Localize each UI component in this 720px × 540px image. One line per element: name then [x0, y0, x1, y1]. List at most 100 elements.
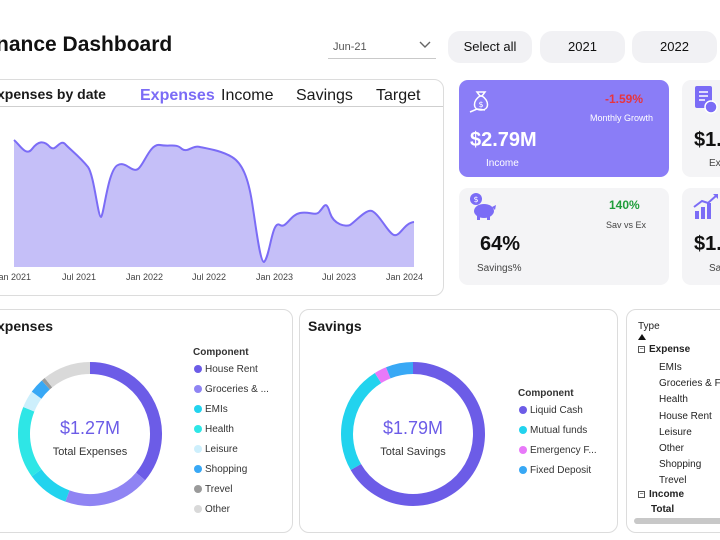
- income-value: $2.79M: [470, 129, 537, 151]
- tab-income[interactable]: Income: [221, 87, 274, 104]
- legend-item[interactable]: Emergency F...: [519, 445, 597, 465]
- svg-text:$: $: [478, 100, 483, 109]
- tree-row[interactable]: Trevel: [659, 475, 687, 487]
- donut-segment: [65, 472, 146, 506]
- expense-items: EMIs Groceries & F Health House Rent Lei…: [659, 360, 720, 490]
- donut-segment: [44, 362, 91, 388]
- donut-segment: [18, 407, 42, 477]
- legend-item[interactable]: Other: [194, 504, 269, 524]
- legend-item[interactable]: Leisure: [194, 444, 269, 464]
- select-all-button[interactable]: Select all: [448, 31, 532, 63]
- expenses-area-chart: [13, 139, 415, 267]
- tab-target[interactable]: Target: [376, 87, 421, 104]
- legend-item[interactable]: Shopping: [194, 464, 269, 484]
- date-select-value: Jun-21: [333, 41, 367, 53]
- savings-pct-value: 64%: [480, 233, 521, 255]
- tab-expenses[interactable]: Expenses: [140, 87, 215, 104]
- expenses-legend: House Rent Groceries & ... EMIs Health L…: [194, 364, 269, 524]
- donut-segment: [89, 362, 162, 481]
- collapse-icon[interactable]: −: [638, 491, 645, 498]
- year-2022-label: 2022: [660, 39, 689, 54]
- donut-segment: [386, 362, 414, 379]
- expenses-donut-card: [0, 309, 293, 533]
- x-tick: Jan 2022: [126, 272, 164, 282]
- savings-pct-delta-label: Sav vs Ex: [606, 220, 647, 230]
- tree-row[interactable]: EMIs: [659, 362, 682, 373]
- x-tick: Jul 2023: [322, 272, 357, 282]
- tree-row[interactable]: House Rent: [659, 410, 712, 422]
- legend-item[interactable]: Groceries & ...: [194, 384, 269, 404]
- savings-legend: Liquid Cash Mutual funds Emergency F... …: [519, 405, 597, 485]
- legend-item[interactable]: Trevel: [194, 484, 269, 504]
- svg-text:$: $: [473, 195, 478, 204]
- matrix-header: Type: [638, 321, 660, 332]
- x-tick: Jan 2021: [0, 272, 32, 282]
- expenses-by-date-title: xpenses by date: [0, 86, 106, 102]
- donut-segment: [31, 380, 50, 399]
- savings-kpi-card: $1. Sa: [682, 188, 720, 285]
- year-2022-button[interactable]: 2022: [632, 31, 717, 63]
- savings-donut-label: Total Savings: [380, 446, 446, 458]
- x-tick: Jan 2024: [386, 272, 424, 282]
- savings-kpi-label: Sa: [709, 263, 720, 274]
- collapse-icon[interactable]: −: [638, 346, 645, 353]
- money-bag-icon: $: [469, 91, 489, 113]
- savings-kpi-value: $1.: [694, 233, 720, 255]
- year-2021-label: 2021: [568, 39, 597, 54]
- income-delta-label: Monthly Growth: [590, 113, 654, 123]
- expenses-area: [14, 140, 414, 267]
- tree-row[interactable]: Groceries & F: [659, 378, 720, 390]
- invoice-icon: [695, 86, 718, 114]
- x-tick: Jan 2023: [256, 272, 294, 282]
- expense-kpi-card: $1. Ex: [682, 80, 720, 177]
- tab-savings[interactable]: Savings: [296, 87, 353, 104]
- expenses-line: [13, 139, 415, 264]
- income-group-row[interactable]: − Income: [638, 489, 685, 500]
- expenses-donut-chart: [18, 362, 162, 506]
- select-all-label: Select all: [463, 39, 517, 54]
- date-select[interactable]: Jun-21: [328, 35, 436, 59]
- x-tick: Jul 2022: [192, 272, 227, 282]
- legend-item[interactable]: House Rent: [194, 364, 269, 384]
- savings-donut-title: Savings: [308, 318, 362, 334]
- x-tick: Jul 2021: [62, 272, 97, 282]
- savings-donut-total: $1.79M: [382, 418, 444, 438]
- savings-pct-kpi-card: $ 140% Sav vs Ex 64% Savings%: [459, 188, 669, 285]
- tree-row[interactable]: Shopping: [659, 459, 702, 471]
- expense-kpi-label: Ex: [709, 158, 720, 169]
- expenses-donut-total: $1.27M: [59, 418, 121, 438]
- savings-pct-label: Savings%: [477, 263, 522, 274]
- donut-segment: [374, 367, 391, 384]
- expense-kpi-value: $1.: [694, 129, 720, 151]
- tree-row[interactable]: Leisure: [659, 426, 692, 438]
- tree-row[interactable]: Health: [659, 394, 688, 406]
- donut-segment: [41, 378, 53, 390]
- income-label: Income: [486, 158, 519, 169]
- expense-group-row[interactable]: − Expense: [638, 344, 691, 355]
- tab-divider: [0, 106, 443, 107]
- savings-legend-title: Component: [518, 388, 574, 399]
- donut-segment: [23, 391, 42, 412]
- donut-segment: [350, 362, 485, 506]
- growth-chart-icon: [693, 194, 718, 219]
- income-delta: -1.59%: [605, 92, 644, 106]
- savings-donut-chart: [341, 362, 485, 506]
- total-row: Total: [651, 504, 675, 515]
- piggy-bank-icon: $: [470, 193, 496, 220]
- year-2021-button[interactable]: 2021: [540, 31, 625, 63]
- horizontal-scrollbar[interactable]: [634, 518, 720, 524]
- legend-item[interactable]: Health: [194, 424, 269, 444]
- sort-asc-icon[interactable]: [638, 334, 646, 340]
- legend-item[interactable]: Fixed Deposit: [519, 465, 597, 485]
- legend-item[interactable]: Mutual funds: [519, 425, 597, 445]
- legend-item[interactable]: EMIs: [194, 404, 269, 424]
- expenses-legend-title: Component: [193, 347, 249, 358]
- expenses-donut-label: Total Expenses: [52, 446, 128, 458]
- legend-item[interactable]: Liquid Cash: [519, 405, 597, 425]
- donut-segment: [31, 469, 70, 502]
- chevron-down-icon: [419, 41, 431, 48]
- savings-pct-delta: 140%: [609, 198, 640, 212]
- donut-segment: [341, 372, 382, 470]
- expenses-donut-title: xpenses: [0, 318, 54, 334]
- tree-row[interactable]: Other: [659, 443, 685, 455]
